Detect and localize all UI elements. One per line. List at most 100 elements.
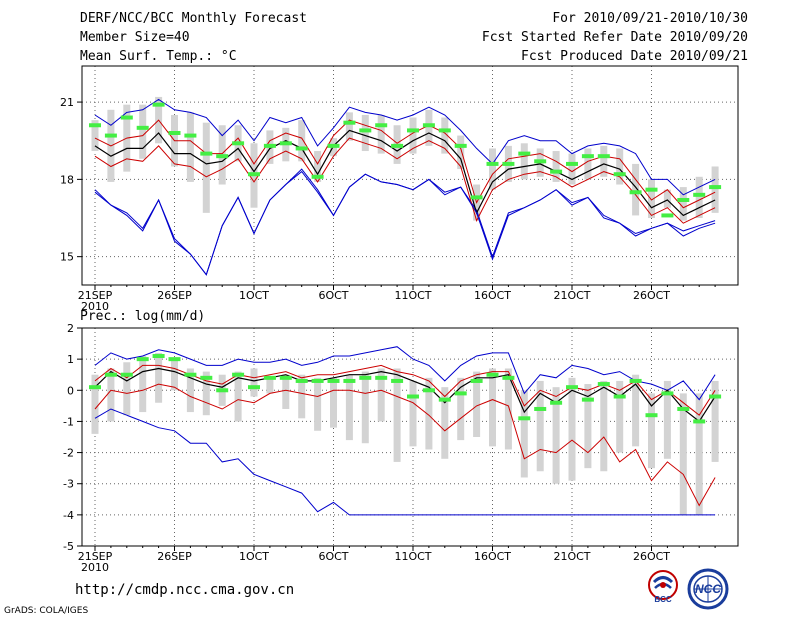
prec-spread-box: [663, 380, 671, 459]
prec-spread-box: [107, 368, 115, 422]
temp-mean-mark: [391, 143, 404, 148]
prec-mean-mark: [518, 416, 531, 421]
prec-spread-box: [425, 377, 433, 450]
prec-mean-mark: [104, 372, 117, 377]
prec-mean-mark: [550, 400, 563, 405]
prec-xtick-sublabel: 2010: [81, 561, 109, 574]
temp-mean-mark: [693, 192, 706, 197]
prec-mean-mark: [136, 357, 149, 362]
temp-mean-mark: [709, 185, 722, 190]
prec-spread-box: [330, 377, 337, 428]
temp-spread-box: [361, 114, 369, 152]
prec-mean-mark: [677, 406, 690, 411]
temp-spread-box: [441, 117, 449, 154]
prec-mean-mark: [613, 394, 626, 399]
prec-mean-mark: [581, 397, 594, 402]
temp-xtick-label: 11OCT: [394, 289, 431, 302]
prec-spread-box: [409, 380, 417, 447]
prec-ytick-label: -5: [63, 540, 74, 553]
prec-spread-box: [504, 368, 512, 450]
prec-spread-box: [552, 387, 560, 484]
bcc-logo: BCC: [643, 569, 683, 607]
prec-ytick-label: -1: [63, 415, 74, 428]
prec-spread-box: [202, 371, 210, 416]
prec-spread-box: [234, 371, 242, 422]
prec-mean-mark: [407, 394, 419, 399]
temp-ytick-label: 18: [60, 173, 74, 186]
prec-title: Prec.: log(mm/d): [80, 309, 206, 324]
temp-mean-mark: [359, 128, 372, 133]
temp-spread-box: [377, 114, 385, 154]
header-right: For 2010/09/21-2010/10/30 Fcst Started R…: [482, 12, 748, 64]
header-line-period: For 2010/09/21-2010/10/30: [552, 11, 748, 26]
temp-series-max: [94, 168, 716, 276]
temp-spread-box: [632, 163, 640, 216]
prec-spread-box: [91, 374, 99, 434]
prec-xtick-label: 6OCT: [318, 550, 348, 563]
temp-spread-box: [520, 143, 528, 180]
prec-mean-mark: [216, 388, 229, 393]
prec-series-median: [94, 367, 716, 423]
prec-mean-mark: [454, 391, 467, 396]
temp-mean-mark: [232, 141, 245, 146]
prec-mean-mark: [629, 378, 642, 383]
temp-mean-mark: [661, 213, 674, 218]
temp-spread-box: [695, 176, 703, 219]
prec-mean-mark: [375, 375, 388, 380]
prec-mean-mark: [502, 375, 515, 380]
temp-mean-mark: [248, 172, 260, 177]
prec-xtick-label: 1OCT: [239, 550, 269, 563]
temp-mean-mark: [534, 159, 547, 164]
prec-mean-mark: [200, 375, 213, 380]
prec-mean-mark: [597, 382, 610, 387]
temp-mean-mark: [422, 123, 435, 128]
temp-mean-mark: [438, 128, 451, 133]
prec-spread-box: [632, 374, 640, 447]
prec-spread-box: [568, 377, 576, 481]
ncc-logo-text: NCC: [695, 582, 721, 596]
temp-xtick-label: 26OCT: [633, 289, 670, 302]
prec-mean-mark: [470, 378, 483, 383]
header-line-start: Fcst Started Refer Date 2010/09/20: [481, 30, 748, 45]
temp-mean-mark: [518, 151, 531, 156]
prec-spread-box: [441, 387, 449, 459]
header-line-variable: Mean Surf. Temp.: °C: [80, 49, 237, 64]
prec-spread-box: [361, 371, 369, 444]
temp-mean-mark: [152, 102, 165, 107]
temp-mean-mark: [645, 187, 658, 192]
temp-series-upper: [94, 98, 716, 196]
temp-spread-box: [314, 151, 322, 182]
bcc-logo-text: BCC: [654, 595, 672, 604]
temp-ytick-label: 21: [60, 96, 74, 109]
temp-series-q3: [94, 119, 716, 209]
prec-ytick-label: 1: [67, 353, 74, 366]
prec-spread-box: [679, 393, 687, 515]
prec-spread-box: [155, 352, 163, 403]
temp-mean-mark: [470, 195, 483, 200]
header-line-members: Member Size=40: [80, 30, 190, 45]
temp-spread-box: [409, 117, 417, 154]
temp-mean-mark: [566, 161, 578, 166]
footer-url[interactable]: http://cmdp.ncc.cma.gov.cn: [75, 582, 295, 598]
temp-spread-box: [600, 145, 608, 177]
prec-mean-mark: [152, 354, 165, 359]
temp-mean-mark: [89, 123, 101, 128]
prec-spread-box: [457, 377, 465, 441]
prec-xtick-label: 26OCT: [633, 550, 670, 563]
temp-spread-box: [202, 122, 210, 213]
temp-mean-mark: [486, 161, 499, 166]
temp-ytick-label: 15: [60, 251, 74, 264]
temp-series-q1: [94, 137, 716, 224]
prec-mean-mark: [184, 372, 197, 377]
temp-mean-mark: [295, 146, 308, 151]
temp-mean-mark: [104, 133, 117, 138]
prec-xtick-label: 11OCT: [394, 550, 431, 563]
prec-spread-box: [695, 393, 703, 515]
temp-xtick-label: 26SEP: [157, 289, 192, 302]
prec-mean-mark: [661, 391, 674, 396]
temp-mean-mark: [597, 154, 610, 159]
prec-mean-mark: [534, 406, 547, 411]
temp-mean-mark: [120, 115, 133, 120]
